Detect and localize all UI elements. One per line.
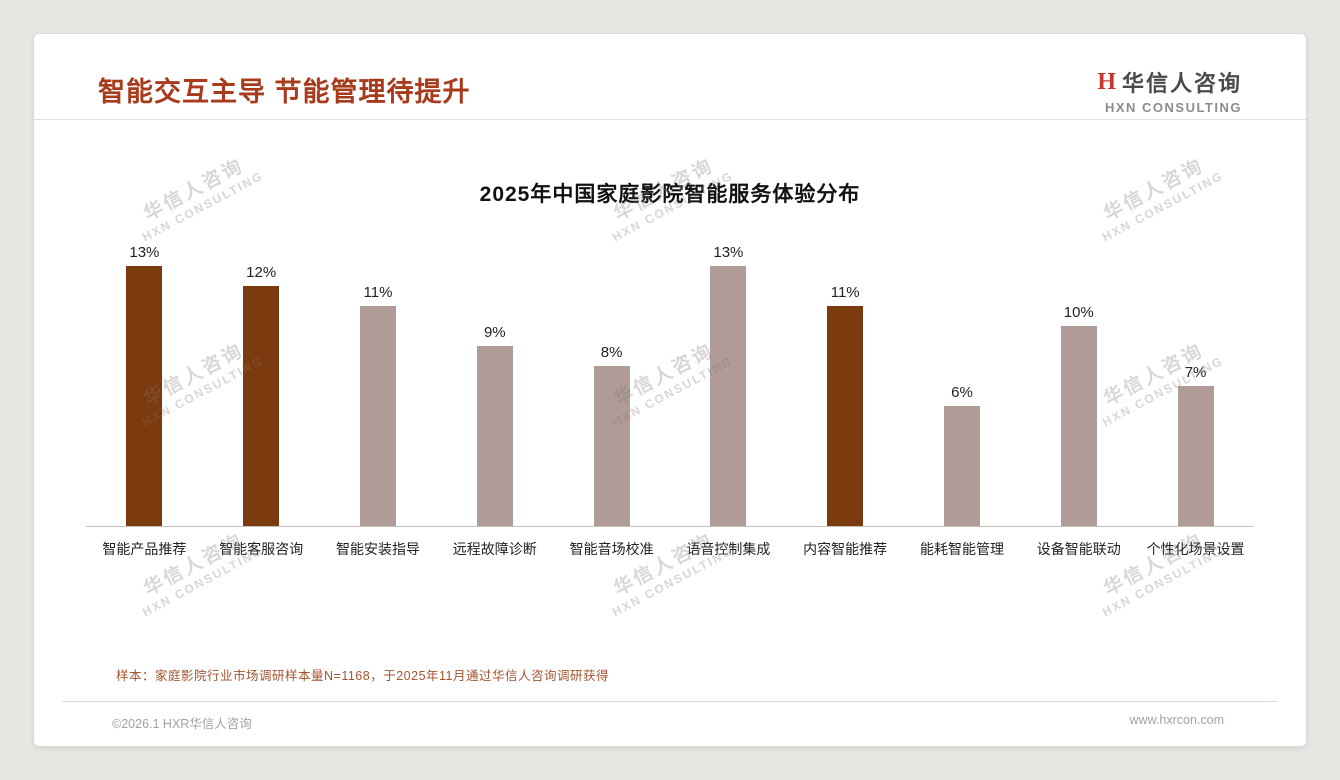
bar-column: 13% xyxy=(86,244,203,526)
bar-column: 10% xyxy=(1020,304,1137,526)
bar-column: 11% xyxy=(320,284,437,526)
chart-plot-area: 13% 12% 11% 9% 8% 13% 11% 6% 10% 7% xyxy=(86,244,1254,526)
page-title: 智能交互主导 节能管理待提升 xyxy=(98,77,471,107)
chart-title: 2025年中国家庭影院智能服务体验分布 xyxy=(479,183,861,206)
bar xyxy=(827,306,864,526)
footer-website: www.hxrcon.com xyxy=(1129,713,1224,727)
logo-h-icon: H xyxy=(1097,69,1116,95)
logo-name-cn: 华信人咨询 xyxy=(1121,71,1242,96)
footer-divider xyxy=(62,701,1278,702)
bar-chart: 13% 12% 11% 9% 8% 13% 11% 6% 10% 7% 智能产品推荐 智能客服咨询智… xyxy=(86,244,1254,559)
bar xyxy=(1177,386,1214,526)
bar xyxy=(476,346,513,526)
footer: ©2026.1 HXR华信人咨询 www.hxrcon.com xyxy=(34,713,1306,732)
x-axis-category-label: 能耗智能管理 xyxy=(919,541,1004,557)
bar xyxy=(710,266,747,526)
bar xyxy=(359,306,396,526)
bar-value-label: 7% xyxy=(1184,364,1207,381)
bar-value-label: 8% xyxy=(600,344,623,361)
x-axis-category-label: 智能安装指导 xyxy=(335,541,420,557)
logo-name-en: HXN CONSULTING xyxy=(1104,100,1242,115)
bar-column: 11% xyxy=(787,284,904,526)
bar-value-label: 13% xyxy=(713,244,744,261)
x-axis-category-label: 远程故障诊断 xyxy=(452,541,537,557)
bar-column: 13% xyxy=(670,244,787,526)
bar-column: 12% xyxy=(203,264,320,526)
bar-value-label: 11% xyxy=(363,284,393,301)
sample-note: 样本：家庭影院行业市场调研样本量N=1168，于2025年11月通过华信人咨询调… xyxy=(116,669,609,683)
x-axis-labels: 智能产品推荐 智能客服咨询 智能安装指导 远程故障诊断 智能音场校准 语音控制集成 内容智能… xyxy=(86,539,1254,559)
company-logo: H 华信人咨询 HXN CONSULTING xyxy=(1097,66,1242,115)
bar xyxy=(943,406,980,526)
x-axis-category-label: 设备智能联动 xyxy=(1036,541,1121,557)
bar-column: 8% xyxy=(553,344,670,526)
header-divider xyxy=(34,119,1306,120)
bar xyxy=(593,366,630,526)
bar-value-label: 12% xyxy=(246,264,277,281)
x-axis-category-label: 语音控制集成 xyxy=(686,541,771,557)
report-card: 智能交互主导 节能管理待提升 H 华信人咨询 HXN CONSULTING 20… xyxy=(33,33,1307,747)
bar xyxy=(243,286,280,526)
bar-value-label: 9% xyxy=(483,324,506,341)
bar-value-label: 11% xyxy=(830,284,860,301)
bar xyxy=(1060,326,1097,526)
footer-copyright: ©2026.1 HXR华信人咨询 xyxy=(112,717,252,731)
bar-column: 6% xyxy=(904,384,1021,526)
bar-value-label: 6% xyxy=(951,384,973,401)
bar-value-label: 10% xyxy=(1063,304,1094,321)
bar-value-label: 13% xyxy=(129,244,160,261)
x-axis-category-label: 智能客服咨询 xyxy=(219,541,304,557)
x-axis-category-label: 智能产品推荐 xyxy=(102,541,187,557)
bar-column: 9% xyxy=(436,324,553,526)
bar-column: 7% xyxy=(1137,364,1254,526)
header: 智能交互主导 节能管理待提升 H 华信人咨询 HXN CONSULTING xyxy=(34,34,1306,120)
x-axis-line xyxy=(86,526,1254,527)
bar xyxy=(126,266,163,526)
x-axis-category-label: 内容智能推荐 xyxy=(803,541,888,557)
x-axis-category-label: 智能音场校准 xyxy=(569,541,654,557)
x-axis-category-label: 个性化场景设置 xyxy=(1146,541,1245,557)
